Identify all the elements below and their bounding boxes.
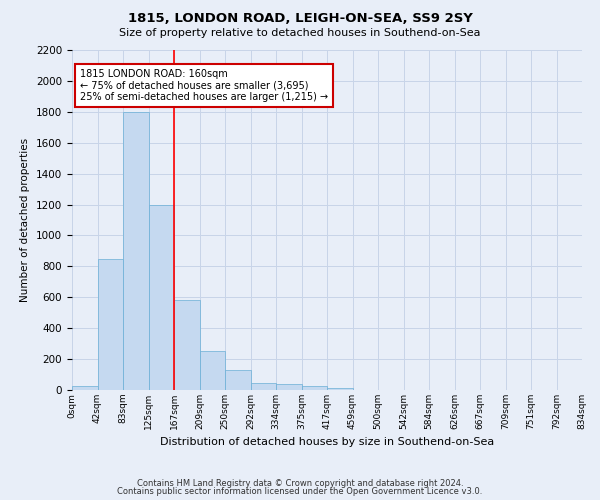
Bar xyxy=(327,388,353,390)
Bar xyxy=(123,112,149,390)
Bar xyxy=(72,386,97,390)
Bar xyxy=(302,386,327,390)
Text: 1815, LONDON ROAD, LEIGH-ON-SEA, SS9 2SY: 1815, LONDON ROAD, LEIGH-ON-SEA, SS9 2SY xyxy=(128,12,472,26)
X-axis label: Distribution of detached houses by size in Southend-on-Sea: Distribution of detached houses by size … xyxy=(160,438,494,448)
Text: Contains HM Land Registry data © Crown copyright and database right 2024.: Contains HM Land Registry data © Crown c… xyxy=(137,478,463,488)
Bar xyxy=(251,383,276,390)
Bar xyxy=(276,384,302,390)
Bar xyxy=(174,300,199,390)
Y-axis label: Number of detached properties: Number of detached properties xyxy=(20,138,31,302)
Bar xyxy=(199,350,225,390)
Bar xyxy=(97,258,123,390)
Text: Contains public sector information licensed under the Open Government Licence v3: Contains public sector information licen… xyxy=(118,487,482,496)
Bar xyxy=(149,204,174,390)
Text: Size of property relative to detached houses in Southend-on-Sea: Size of property relative to detached ho… xyxy=(119,28,481,38)
Text: 1815 LONDON ROAD: 160sqm
← 75% of detached houses are smaller (3,695)
25% of sem: 1815 LONDON ROAD: 160sqm ← 75% of detach… xyxy=(80,68,328,102)
Bar xyxy=(225,370,251,390)
